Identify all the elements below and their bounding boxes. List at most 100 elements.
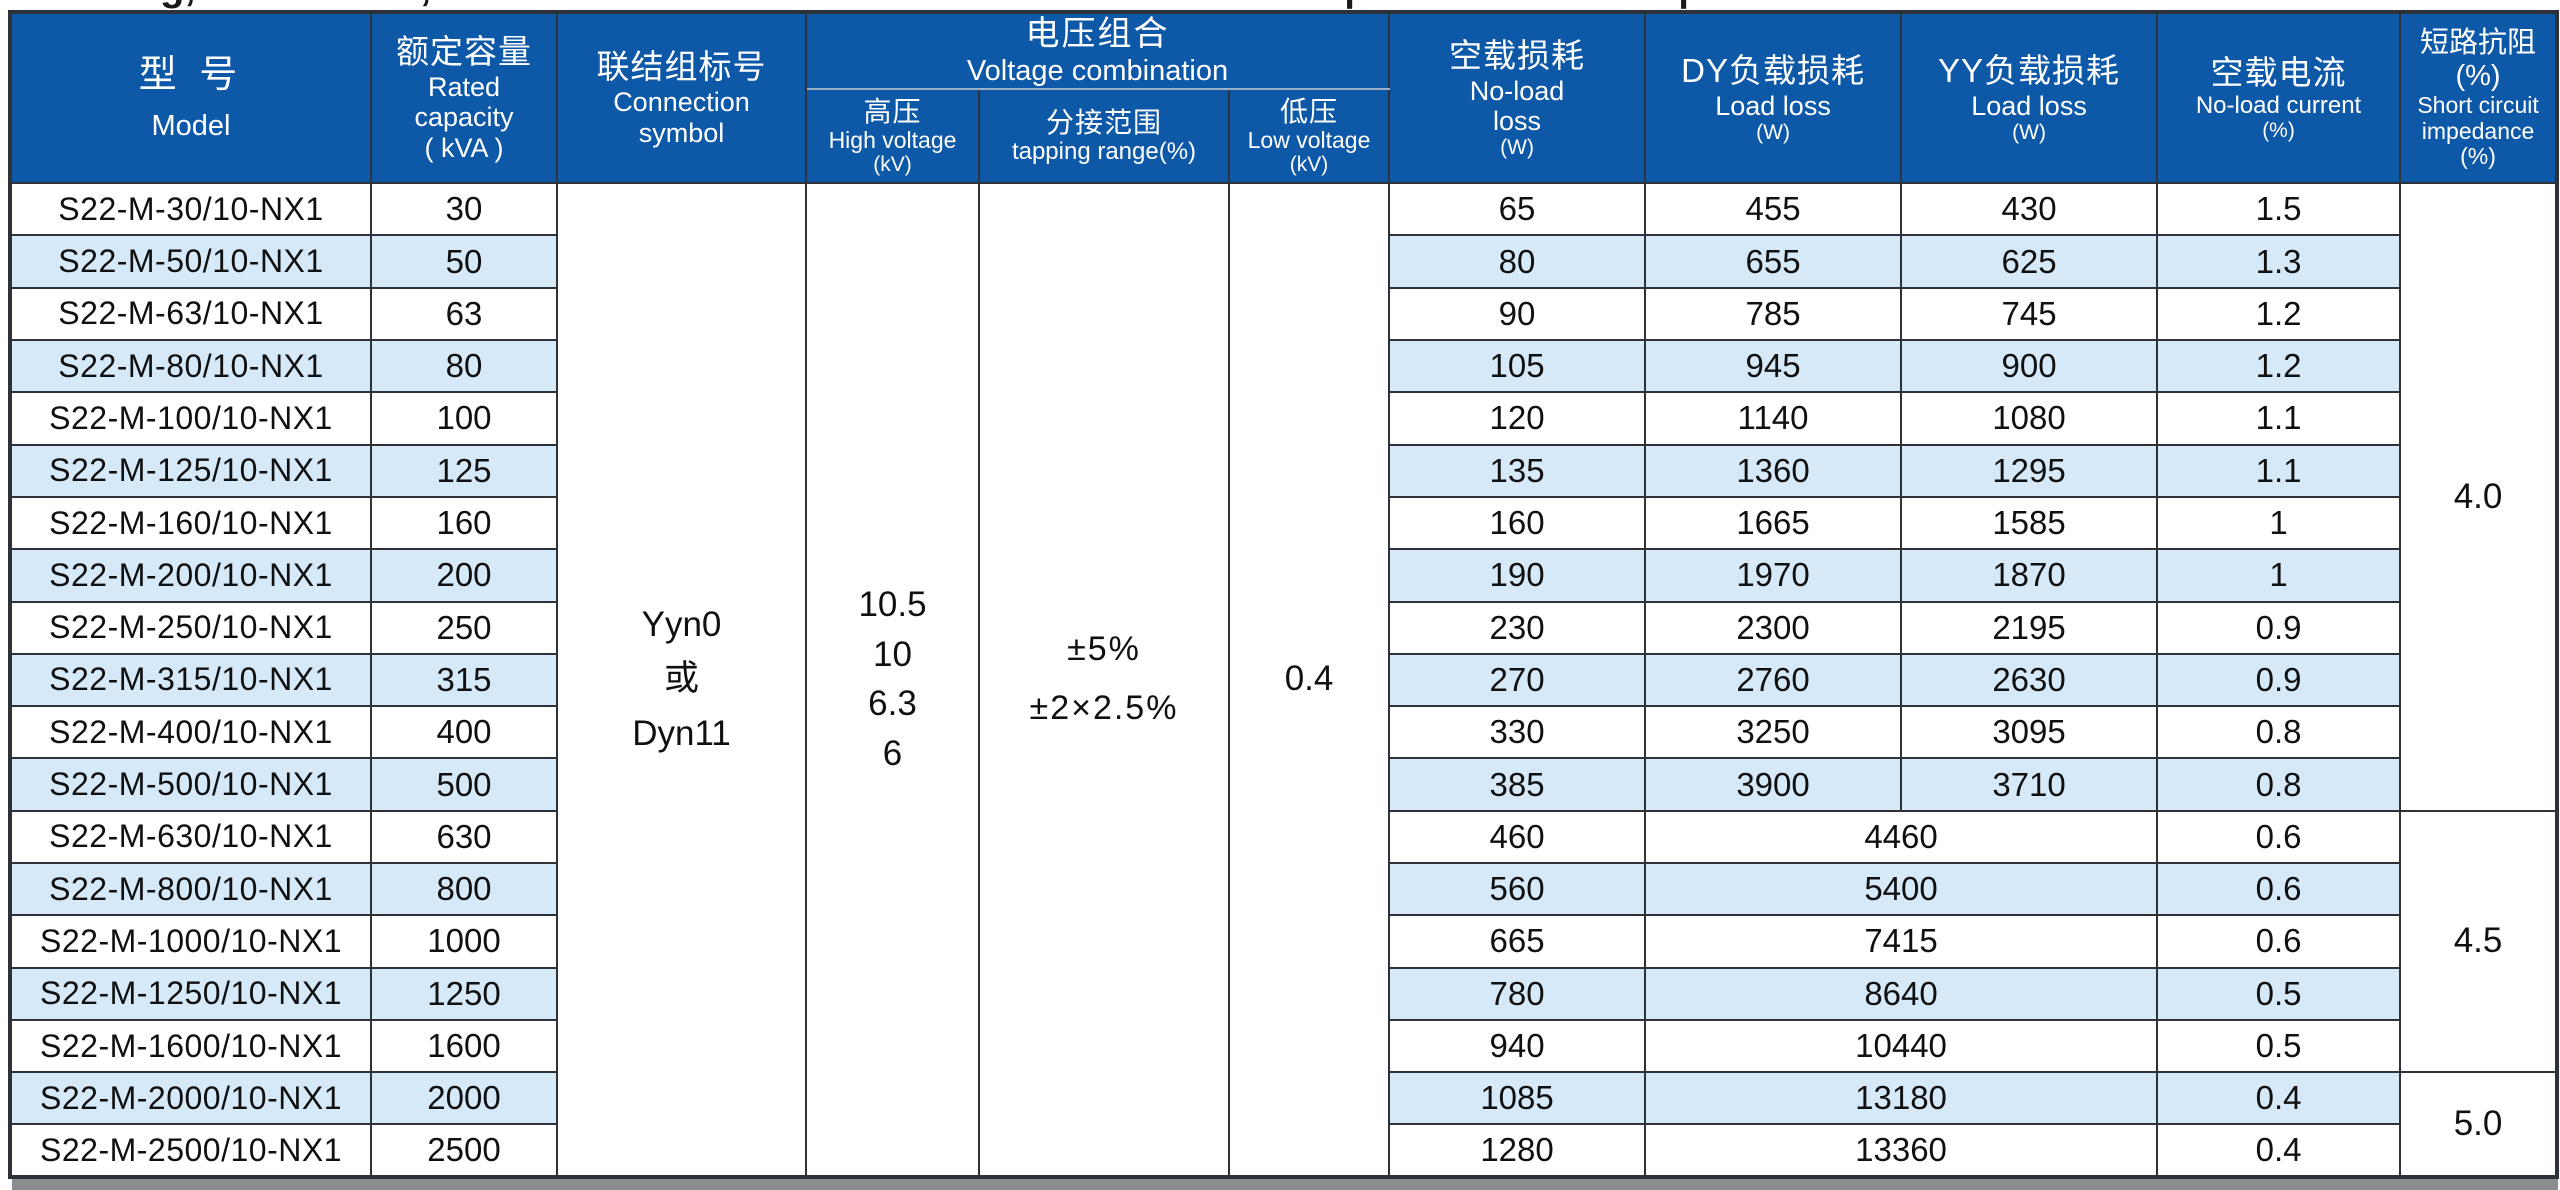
capacity-cell: 800 [370, 861, 558, 917]
capacity-cell: 160 [370, 495, 558, 551]
load-loss-cell: 5400 [1644, 861, 2159, 917]
col-header-model-zh: 型 号 [138, 53, 244, 96]
yy-loss-cell: 1080 [1900, 391, 2159, 446]
noload-loss-cell: 230 [1388, 600, 1647, 655]
col-header-voltage-en: Voltage combination [966, 54, 1229, 87]
model-cell: S22-M-500/10-NX1 [9, 757, 372, 812]
col-header-dy-loss-en: Load loss [1715, 90, 1831, 121]
capacity-cell: 2000 [370, 1071, 558, 1126]
noload-current-cell: 0.8 [2156, 757, 2402, 812]
yy-loss-cell: 1295 [1900, 443, 2159, 498]
col-header-impedance-en1: Short circuit [2417, 92, 2539, 119]
noload-current-cell: 1.3 [2156, 234, 2402, 289]
col-header-yy-loss: YY负载损耗 Load loss (W) [1900, 10, 2159, 185]
col-header-noload-current-unit: (%) [2262, 119, 2295, 143]
model-cell: S22-M-400/10-NX1 [9, 705, 372, 760]
capacity-cell: 1000 [370, 914, 558, 969]
yy-loss-cell: 1870 [1900, 548, 2159, 603]
col-header-dy-loss: DY负载损耗 Load loss (W) [1644, 10, 1903, 185]
impedance-cell: 4.0 [2399, 182, 2559, 812]
noload-current-cell: 0.4 [2156, 1071, 2402, 1126]
noload-loss-cell: 665 [1388, 914, 1647, 969]
table-row: S22-M-160/10-NX1 160 160 1665 1585 1 [9, 495, 2557, 551]
noload-loss-cell: 1280 [1388, 1123, 1647, 1178]
impedance-cell: 4.5 [2399, 809, 2559, 1074]
load-loss-cell: 13180 [1644, 1071, 2159, 1126]
load-loss-cell: 10440 [1644, 1018, 2159, 1074]
capacity-cell: 125 [370, 443, 558, 498]
col-header-impedance: 短路抗阻(%) Short circuit impedance (%) [2399, 10, 2559, 185]
yy-loss-cell: 745 [1900, 286, 2159, 342]
model-cell: S22-M-160/10-NX1 [9, 495, 372, 551]
model-cell: S22-M-2500/10-NX1 [9, 1123, 372, 1178]
noload-current-cell: 0.6 [2156, 809, 2402, 865]
col-header-model-en: Model [151, 110, 231, 143]
noload-loss-cell: 385 [1388, 757, 1647, 812]
noload-current-cell: 1 [2156, 495, 2402, 551]
cropped-text-fragment: | [1678, 0, 1689, 7]
col-header-noload-current-en: No-load current [2195, 91, 2362, 119]
model-cell: S22-M-125/10-NX1 [9, 443, 372, 498]
load-loss-cell: 4460 [1644, 809, 2159, 865]
noload-loss-cell: 120 [1388, 391, 1647, 446]
header-row-1: 型 号 Model 额定容量 Rated capacity ( kVA ) 联结… [9, 10, 2559, 185]
capacity-cell: 200 [370, 548, 558, 603]
noload-loss-cell: 160 [1388, 495, 1647, 551]
cropped-text-fragment: , [420, 0, 431, 7]
model-cell: S22-M-800/10-NX1 [9, 861, 372, 917]
dy-loss-cell: 455 [1644, 182, 1903, 237]
yy-loss-cell: 430 [1900, 182, 2159, 237]
dy-loss-cell: 1665 [1644, 495, 1903, 551]
table-row: S22-M-125/10-NX1 125 135 1360 1295 1.1 [9, 443, 2557, 498]
capacity-cell: 1250 [370, 966, 558, 1021]
capacity-cell: 400 [370, 705, 558, 760]
noload-loss-cell: 105 [1388, 339, 1647, 394]
table-row: S22-M-1600/10-NX1 1600 940 10440 0.5 [9, 1018, 2557, 1074]
capacity-cell: 500 [370, 757, 558, 812]
col-header-high-voltage-en: High voltage [828, 127, 957, 154]
capacity-cell: 1600 [370, 1018, 558, 1074]
dy-loss-cell: 785 [1644, 286, 1903, 342]
col-header-connection: 联结组标号 Connection symbol [556, 10, 807, 185]
table-row: S22-M-630/10-NX1 630 460 4460 0.6 4.5 [9, 809, 2559, 1074]
noload-loss-cell: 135 [1388, 443, 1647, 498]
table-row: S22-M-2500/10-NX1 2500 1280 13360 0.4 [9, 1123, 2557, 1178]
load-loss-cell: 8640 [1644, 966, 2159, 1021]
col-header-capacity: 额定容量 Rated capacity ( kVA ) [370, 10, 558, 185]
col-header-high-voltage-unit: (kV) [873, 153, 912, 177]
table-row: S22-M-1250/10-NX1 1250 780 8640 0.5 [9, 966, 2557, 1021]
model-cell: S22-M-30/10-NX1 [9, 182, 372, 237]
col-header-tapping-range: 分接范围 tapping range(%) [978, 88, 1230, 185]
noload-loss-cell: 560 [1388, 861, 1647, 917]
col-header-yy-loss-en: Load loss [1971, 90, 2087, 121]
col-header-low-voltage-unit: (kV) [1289, 153, 1329, 177]
capacity-cell: 30 [370, 182, 558, 237]
dy-loss-cell: 655 [1644, 234, 1903, 289]
dy-loss-cell: 1970 [1644, 548, 1903, 603]
noload-current-cell: 1.1 [2156, 391, 2402, 446]
col-header-yy-loss-zh: YY负载损耗 [1938, 51, 2121, 89]
noload-loss-cell: 330 [1388, 705, 1647, 760]
col-header-model: 型 号 Model [9, 10, 372, 185]
dy-loss-cell: 2300 [1644, 600, 1903, 655]
noload-current-cell: 0.5 [2156, 966, 2402, 1021]
col-header-voltage-combination: 电压组合 Voltage combination [804, 10, 1391, 91]
col-header-connection-zh: 联结组标号 [596, 48, 767, 86]
col-header-noload-loss-en2: loss [1493, 105, 1542, 136]
col-header-high-voltage: 高压 High voltage (kV) [805, 88, 980, 185]
load-loss-cell: 13360 [1644, 1123, 2159, 1178]
col-header-connection-en1: Connection [613, 87, 750, 118]
col-header-noload-loss-unit: (W) [1500, 136, 1534, 160]
col-header-noload-current-zh: 空载电流 [2210, 53, 2347, 91]
noload-current-cell: 0.6 [2156, 914, 2402, 969]
table-row: S22-M-200/10-NX1 200 190 1970 1870 1 [9, 548, 2557, 603]
high-voltage-cell: 10.5 10 6.3 6 [805, 182, 980, 1178]
col-header-capacity-zh: 额定容量 [396, 33, 532, 71]
noload-current-cell: 1.5 [2156, 182, 2402, 237]
table-row: S22-M-400/10-NX1 400 330 3250 3095 0.8 [9, 705, 2557, 760]
table-row: S22-M-80/10-NX1 80 105 945 900 1.2 [9, 339, 2557, 394]
dy-loss-cell: 1360 [1644, 443, 1903, 498]
yy-loss-cell: 900 [1900, 339, 2159, 394]
col-header-low-voltage-zh: 低压 [1280, 95, 1339, 127]
col-header-connection-en2: symbol [638, 117, 725, 148]
